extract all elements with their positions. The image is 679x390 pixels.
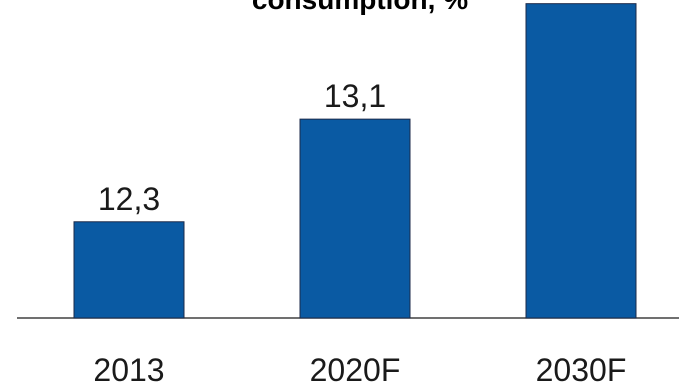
bar-2030F — [525, 3, 637, 319]
chart-title: consumption, % — [0, 0, 679, 18]
x-tick-label-2030F: 2030F — [536, 352, 627, 388]
x-tick-label-2020F: 2020F — [310, 352, 401, 388]
x-tick-label-2013: 2013 — [93, 352, 164, 388]
bar-2013 — [73, 221, 185, 319]
bar-2020F — [299, 118, 411, 319]
data-label-2013: 12,3 — [98, 181, 160, 217]
data-label-2020F: 13,1 — [324, 78, 386, 114]
